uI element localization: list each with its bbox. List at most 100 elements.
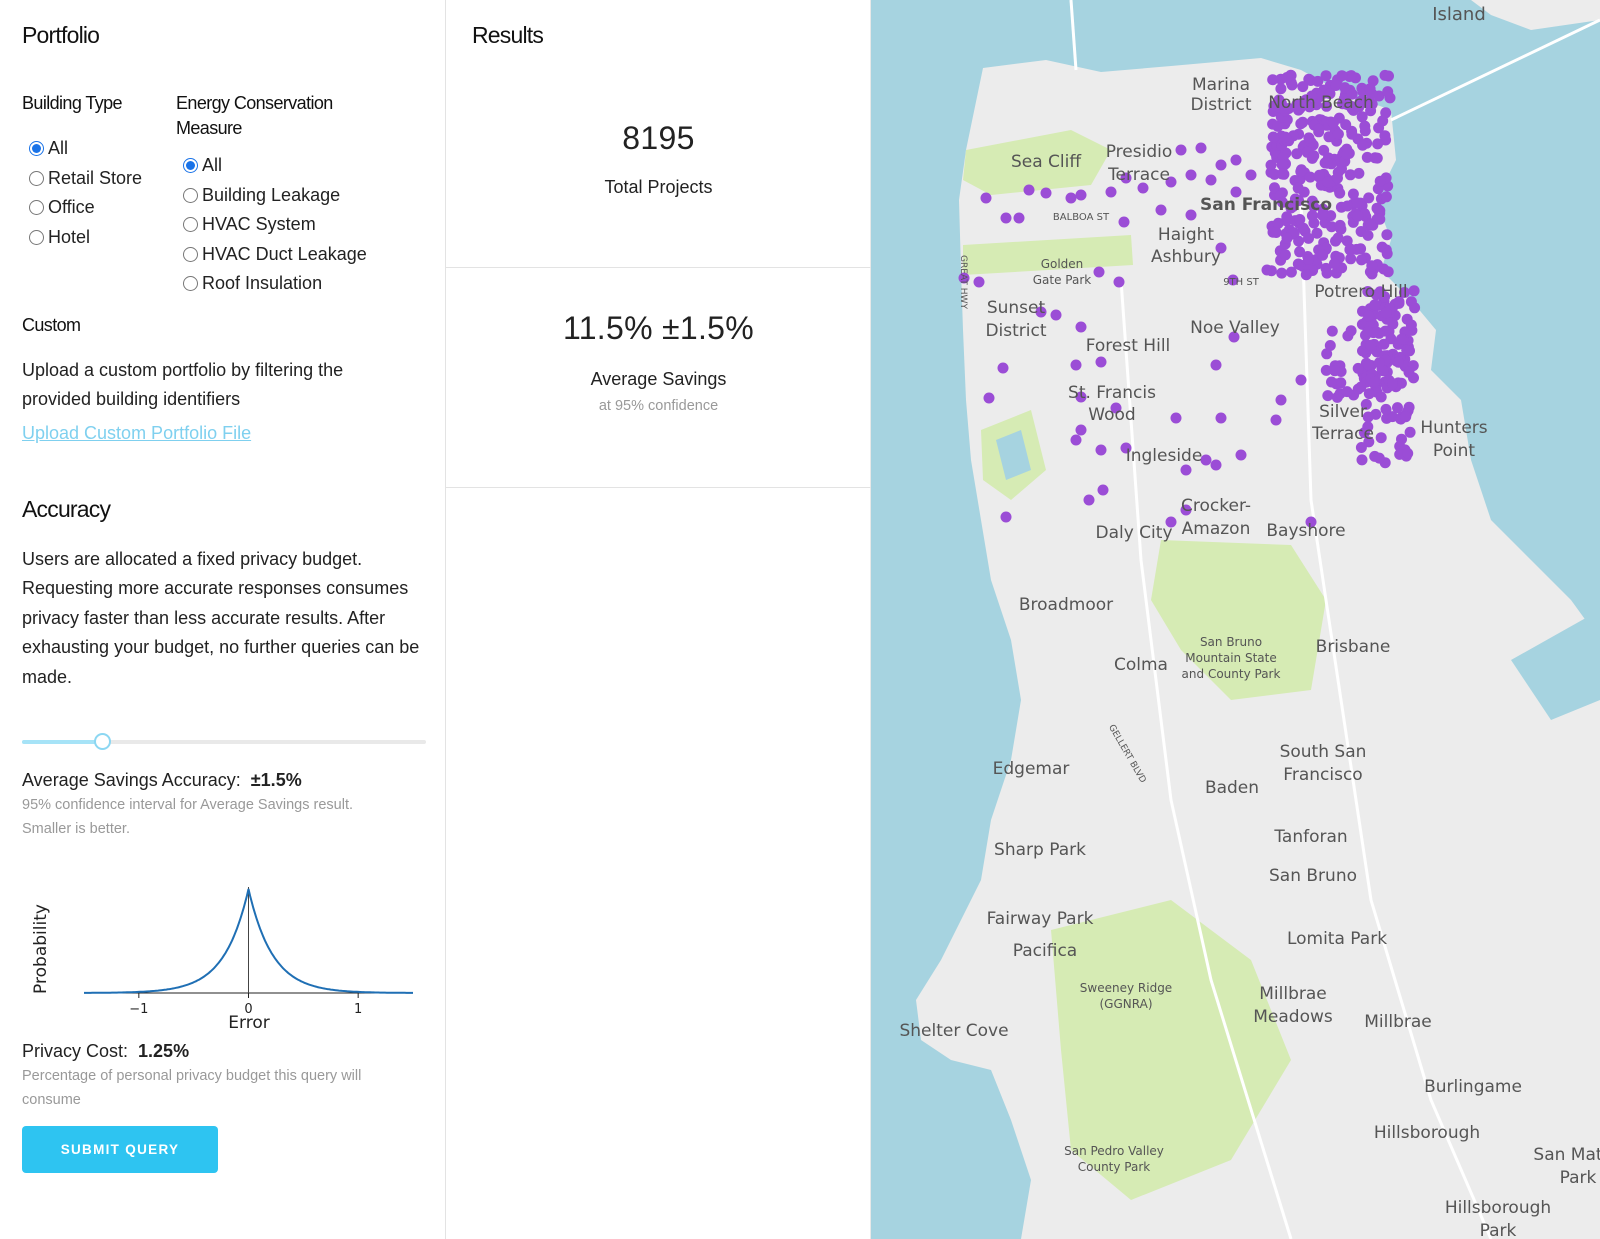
project-marker[interactable] [1097,484,1109,496]
project-marker[interactable] [1165,516,1177,528]
project-marker[interactable] [1369,152,1381,164]
project-marker[interactable] [1227,274,1239,286]
project-marker[interactable] [1362,411,1374,423]
radio-building-office[interactable]: Office [22,193,176,223]
project-marker[interactable] [1281,72,1293,83]
project-marker[interactable] [1361,151,1373,163]
project-marker[interactable] [1317,249,1329,261]
radio-dot[interactable] [183,187,198,203]
project-marker[interactable] [1405,296,1417,308]
project-marker[interactable] [1308,150,1320,162]
project-map[interactable]: Island Marina District North Beach Sea C… [871,0,1600,1239]
project-marker[interactable] [1324,88,1336,100]
project-marker[interactable] [1303,232,1314,244]
project-marker[interactable] [1165,176,1177,188]
project-marker[interactable] [1272,120,1284,132]
project-marker[interactable] [1321,157,1333,169]
project-marker[interactable] [1070,359,1082,371]
project-marker[interactable] [1345,253,1357,265]
project-marker[interactable] [1313,169,1325,181]
radio-ecm-hvac-system[interactable]: HVAC System [176,210,416,240]
project-marker[interactable] [1341,148,1353,160]
project-marker[interactable] [1339,82,1351,94]
project-marker[interactable] [1353,167,1365,179]
radio-dot[interactable] [183,158,198,174]
slider-handle[interactable] [93,733,111,750]
project-marker[interactable] [1356,254,1367,266]
project-marker[interactable] [1300,94,1312,106]
project-marker[interactable] [1334,187,1346,199]
project-marker[interactable] [1365,218,1377,230]
project-marker[interactable] [1322,176,1334,188]
project-marker[interactable] [1000,511,1012,523]
project-marker[interactable] [1304,171,1316,183]
project-marker[interactable] [1326,221,1338,233]
project-marker[interactable] [1394,448,1406,460]
project-marker[interactable] [1327,117,1339,129]
project-marker[interactable] [1023,184,1035,196]
radio-ecm-hvac-duct-leakage[interactable]: HVAC Duct Leakage [176,240,416,270]
project-marker[interactable] [1295,374,1307,386]
project-marker[interactable] [1281,232,1293,244]
project-marker[interactable] [1361,96,1373,108]
project-marker[interactable] [1404,345,1415,357]
project-marker[interactable] [1000,212,1012,224]
project-marker[interactable] [1379,130,1391,142]
project-marker[interactable] [1267,74,1279,86]
radio-dot[interactable] [29,229,44,245]
project-marker[interactable] [1279,105,1291,117]
project-marker[interactable] [1245,169,1257,181]
project-marker[interactable] [1380,307,1392,319]
project-marker[interactable] [1340,119,1352,131]
project-marker[interactable] [1330,80,1342,91]
project-marker[interactable] [1341,200,1353,212]
project-marker[interactable] [1356,454,1368,466]
project-marker[interactable] [1083,494,1095,506]
project-marker[interactable] [1318,144,1330,156]
project-marker[interactable] [1297,81,1309,93]
project-marker[interactable] [1326,325,1338,337]
project-marker[interactable] [1210,359,1222,371]
project-marker[interactable] [1118,216,1130,228]
project-marker[interactable] [1380,191,1392,203]
project-marker[interactable] [1357,139,1369,151]
project-marker[interactable] [1321,267,1333,279]
project-marker[interactable] [1230,186,1242,198]
project-marker[interactable] [1326,376,1337,388]
project-marker[interactable] [1275,394,1287,406]
project-marker[interactable] [1276,168,1288,180]
project-marker[interactable] [1352,362,1364,374]
project-marker[interactable] [1093,266,1105,278]
project-marker[interactable] [1356,111,1368,123]
project-marker[interactable] [1332,232,1344,244]
project-marker[interactable] [1374,213,1386,225]
project-marker[interactable] [1355,381,1367,393]
project-marker[interactable] [1300,269,1312,281]
project-marker[interactable] [1279,249,1291,261]
project-marker[interactable] [1334,219,1346,231]
map-canvas[interactable]: Island Marina District North Beach Sea C… [871,0,1600,1239]
project-marker[interactable] [1292,258,1304,270]
project-marker[interactable] [1375,391,1387,403]
project-marker[interactable] [1353,101,1365,113]
project-marker[interactable] [1210,459,1222,471]
project-marker[interactable] [1291,98,1303,110]
project-marker[interactable] [1362,229,1374,241]
project-marker[interactable] [1408,285,1420,297]
project-marker[interactable] [1362,326,1374,337]
project-marker[interactable] [1378,338,1390,350]
submit-query-button[interactable]: SUBMIT QUERY [22,1126,218,1173]
project-marker[interactable] [1393,296,1405,308]
project-marker[interactable] [1175,144,1187,156]
project-marker[interactable] [1344,169,1356,181]
project-marker[interactable] [1375,432,1387,444]
project-marker[interactable] [1400,411,1412,423]
project-marker[interactable] [1399,287,1410,298]
project-marker[interactable] [1294,214,1306,225]
project-marker[interactable] [1270,414,1282,426]
slider-track[interactable] [22,740,426,744]
project-marker[interactable] [1289,193,1301,205]
project-marker[interactable] [1065,192,1077,204]
project-marker[interactable] [1344,244,1356,256]
project-marker[interactable] [1325,210,1337,222]
